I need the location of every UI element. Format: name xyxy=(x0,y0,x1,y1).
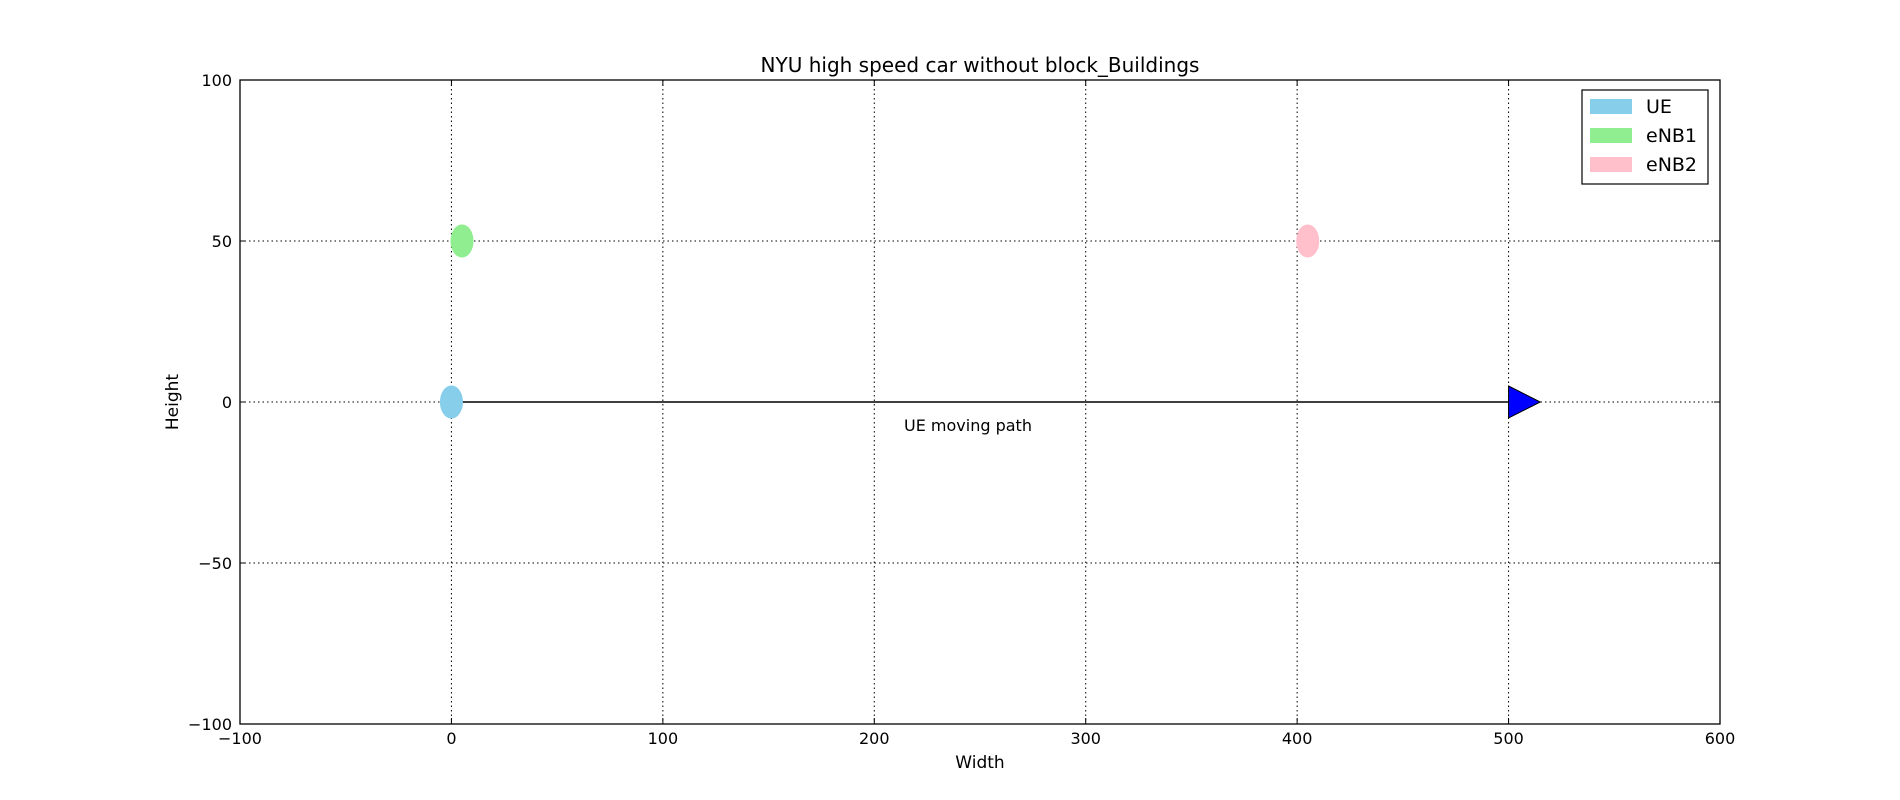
chart-title: NYU high speed car without block_Buildin… xyxy=(761,53,1200,77)
y-tick-label: 50 xyxy=(212,232,232,251)
legend-label-enb2: eNB2 xyxy=(1646,154,1697,176)
legend: UE eNB1 eNB2 xyxy=(1581,89,1709,185)
legend-label-ue: UE xyxy=(1646,96,1672,118)
legend-swatch-ue xyxy=(1590,99,1632,114)
y-tick-label: −100 xyxy=(188,715,232,734)
legend-swatch-enb1 xyxy=(1590,128,1632,143)
x-tick-label: 400 xyxy=(1282,729,1313,748)
x-axis-label: Width xyxy=(955,753,1004,773)
point-enb1 xyxy=(450,224,474,258)
x-tick-label: 300 xyxy=(1070,729,1101,748)
data-marks: UE moving path xyxy=(439,224,1542,435)
x-tick-label: −100 xyxy=(218,729,262,748)
x-tick-label: 500 xyxy=(1493,729,1524,748)
point-ue xyxy=(439,385,463,419)
path-arrow-head xyxy=(1508,385,1542,419)
y-tick-label: 0 xyxy=(222,393,232,412)
point-enb2 xyxy=(1296,224,1320,258)
x-tick-label: 200 xyxy=(859,729,890,748)
y-tick-label: −50 xyxy=(198,554,232,573)
y-axis-label: Height xyxy=(163,374,183,431)
annotation-text: UE moving path xyxy=(904,416,1032,435)
x-tick-label: 100 xyxy=(648,729,679,748)
axis-ticks: −100 0 100 200 300 400 500 600 −100 −50 0 50 100 xyxy=(188,71,1735,748)
legend-swatch-enb2 xyxy=(1590,157,1632,172)
legend-label-enb1: eNB1 xyxy=(1646,125,1697,147)
x-tick-label: 600 xyxy=(1705,729,1736,748)
y-tick-label: 100 xyxy=(201,71,232,90)
x-tick-label: 0 xyxy=(446,729,456,748)
